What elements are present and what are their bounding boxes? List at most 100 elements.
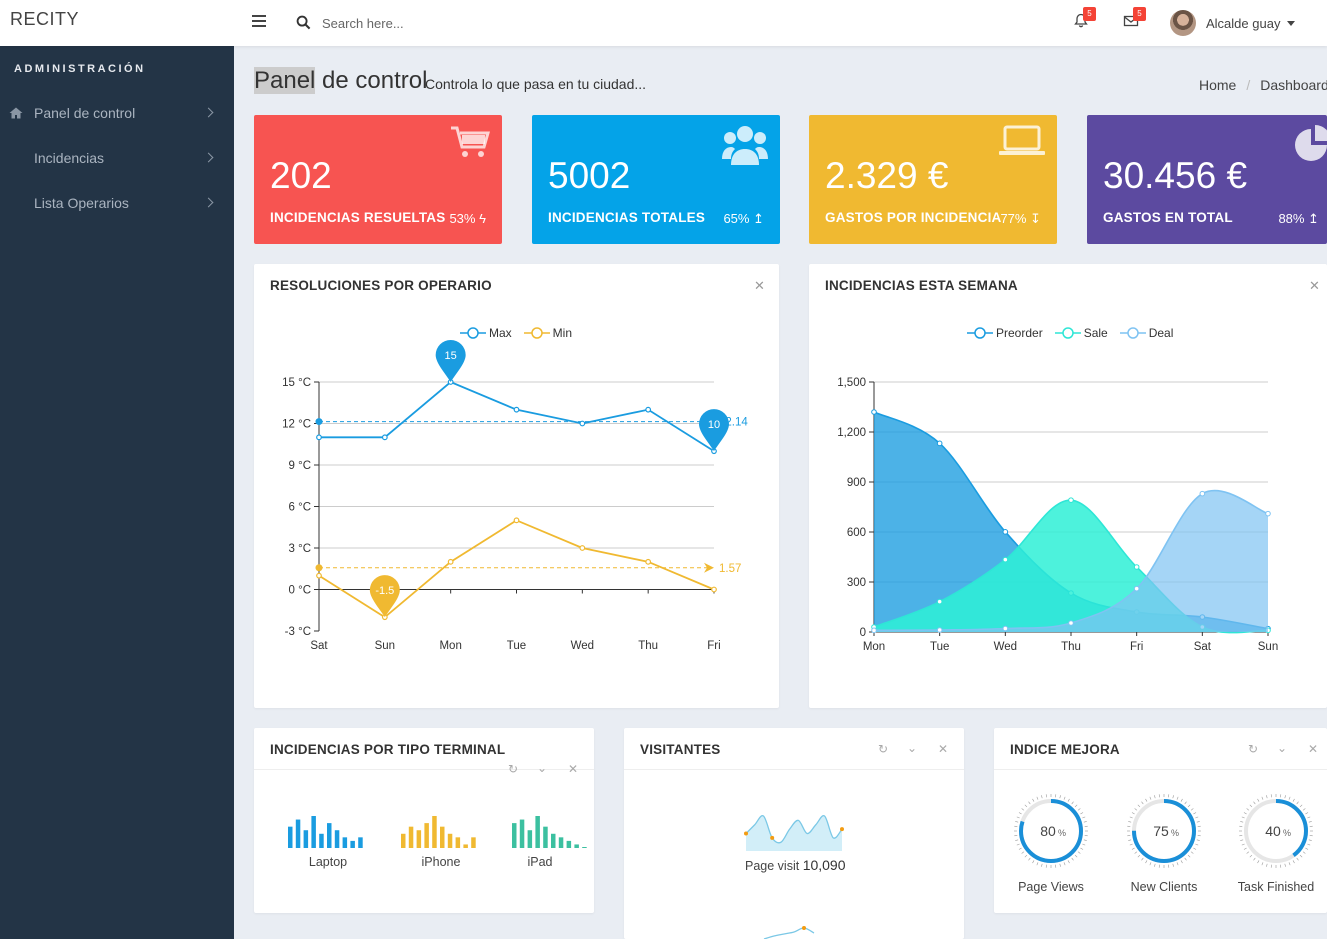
chevron-down-icon[interactable]: ⌄: [537, 761, 548, 775]
sidebar-item-incidencias[interactable]: Incidencias: [0, 137, 234, 181]
gauge-tick: [1021, 808, 1025, 811]
search-input[interactable]: [322, 12, 622, 34]
sidebar: ADMINISTRACIÓN Panel de control Incidenc…: [0, 46, 234, 939]
data-point: [513, 517, 520, 524]
sidebar-item-panel-de-control[interactable]: Panel de control: [0, 92, 234, 136]
gauge-tick: [1032, 798, 1035, 802]
mark-point-label: 10: [708, 419, 720, 431]
gauge-tick: [1302, 808, 1306, 811]
x-tick-label: Tue: [930, 641, 949, 653]
bar-laptop: [319, 833, 324, 848]
panel-title: RESOLUCIONES POR OPERARIO: [270, 278, 492, 293]
user-menu[interactable]: Alcalde guay: [1170, 9, 1296, 37]
home-icon: [9, 107, 23, 119]
improvement-gauges: 80% 75% 40%: [1014, 794, 1313, 868]
breadcrumb: Home / Dashboard: [1199, 77, 1327, 93]
gauge-tick: [1180, 798, 1183, 802]
stat-percent: 88% ↥: [1278, 211, 1319, 226]
close-icon[interactable]: ✕: [938, 742, 949, 756]
menu-toggle-icon[interactable]: [252, 15, 266, 27]
close-icon[interactable]: ✕: [754, 278, 765, 293]
gauge-tick: [1077, 851, 1081, 854]
x-tick-label: Mon: [439, 640, 461, 652]
gauge-tick: [1305, 812, 1309, 815]
messages-button[interactable]: 5: [1123, 7, 1146, 31]
gauge-tick: [1041, 863, 1043, 867]
bar-ipad: [527, 830, 533, 848]
gauge-tick: [1134, 808, 1138, 811]
gauge-tick: [1299, 804, 1303, 808]
refresh-icon[interactable]: ↻: [1248, 742, 1259, 756]
sidebar-item-label: Panel de control: [34, 105, 136, 121]
gauge-tick: [1243, 812, 1247, 815]
chevron-right-icon: [203, 107, 214, 118]
gauge-tick: [1074, 804, 1078, 808]
data-point: [1002, 529, 1009, 535]
legend-marker-deal[interactable]: [1119, 327, 1146, 339]
sidebar-item-lista-operarios[interactable]: Lista Operarios: [0, 182, 234, 226]
panel-divider: [994, 769, 1327, 770]
series-area-deal: [874, 490, 1268, 632]
stat-label: INCIDENCIAS RESUELTAS: [270, 210, 446, 225]
series-line-max: [319, 380, 715, 452]
gauge-tick: [1063, 796, 1066, 800]
data-point: [711, 586, 717, 593]
stat-card-gastos-por-incidencia: 2.329 € GASTOS POR INCIDENCIA 77% ↧: [809, 115, 1057, 244]
chevron-down-icon[interactable]: ⌄: [1277, 741, 1288, 755]
breadcrumb-home[interactable]: Home: [1199, 77, 1237, 93]
brand-logo[interactable]: RECITY: [10, 9, 80, 29]
notifications-button[interactable]: 5: [1073, 7, 1096, 31]
arrow-down-icon: ↧: [1030, 211, 1041, 226]
gauge-tick: [1036, 862, 1039, 866]
gauge-tick: [1083, 821, 1087, 823]
series-area-sale: [874, 500, 1268, 633]
x-tick-label: Tue: [507, 640, 526, 652]
gauge-tick: [1059, 863, 1061, 867]
legend-marker-preorder[interactable]: [967, 327, 993, 339]
gauge-unit: %: [1171, 828, 1179, 838]
gauge-tick: [1241, 843, 1245, 846]
bar-laptop: [350, 840, 355, 848]
refresh-icon[interactable]: ↻: [878, 742, 889, 756]
data-point: [316, 572, 322, 579]
avatar: [1170, 10, 1196, 36]
gauge-tick: [1195, 816, 1199, 819]
data-point: [513, 406, 520, 413]
x-tick-label: Sun: [1258, 641, 1278, 653]
x-tick-label: Sat: [310, 640, 328, 652]
legend-marker-min[interactable]: [523, 327, 550, 339]
sparkline-area: [746, 815, 842, 851]
gauge-tick: [1266, 863, 1268, 867]
gauge-tick: [1253, 857, 1256, 861]
gauge-tick: [1128, 839, 1132, 841]
sparkline-line: [745, 814, 843, 844]
legend-marker-sale[interactable]: [1054, 327, 1081, 339]
data-point: [1133, 564, 1140, 570]
page-title: Panel de control: [254, 67, 428, 94]
bar-laptop: [303, 830, 309, 848]
close-icon[interactable]: ✕: [1308, 742, 1319, 756]
gauge-tick: [1016, 816, 1020, 819]
gauge-tick: [1195, 843, 1199, 846]
gauge-tick: [1063, 862, 1066, 866]
refresh-icon[interactable]: ↻: [508, 762, 519, 776]
users-icon: [722, 126, 768, 165]
chart-legend: Max Min: [460, 326, 584, 340]
gauge-tick: [1149, 796, 1152, 800]
top-navbar: RECITY 5 5 Alcalde guay: [0, 0, 1327, 46]
bar-ipad: [558, 837, 564, 848]
gauge-tick: [1131, 812, 1135, 815]
gauge-tick: [1296, 857, 1299, 861]
line-chart: 15 °C 12 °C 9 °C 6 °C 3 °C 0 °C -3 °C Sat Sun Mon…: [282, 340, 748, 652]
bar-laptop: [311, 816, 316, 848]
close-icon[interactable]: ✕: [568, 762, 579, 776]
gauge-tick: [1137, 854, 1141, 858]
stat-percent: 65% ↥: [723, 211, 764, 226]
close-icon[interactable]: ✕: [1309, 278, 1320, 293]
gauge-progress: [1132, 799, 1196, 863]
legend-marker-max[interactable]: [460, 327, 486, 339]
stat-label: INCIDENCIAS TOTALES: [548, 210, 706, 225]
gauge-tick: [1024, 804, 1028, 808]
chevron-down-icon[interactable]: ⌄: [907, 741, 918, 755]
gauge-tick: [1074, 854, 1078, 858]
